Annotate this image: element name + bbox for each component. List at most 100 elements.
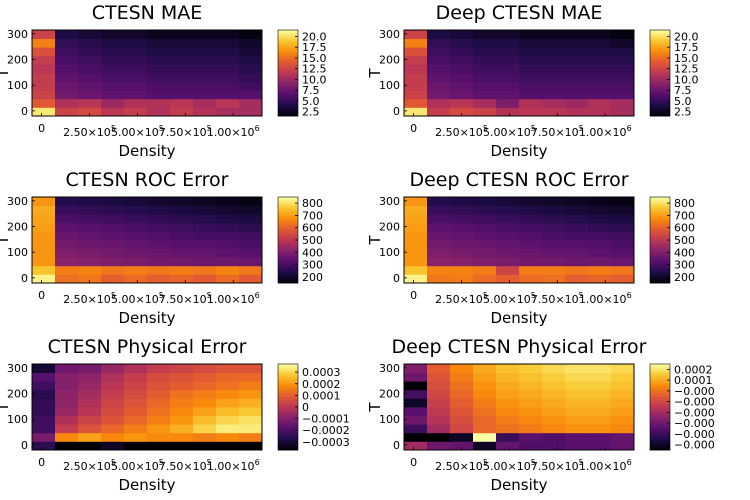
heatmap-cell [565,197,589,206]
heatmap-cell [519,231,543,241]
heatmap-cell [565,364,589,373]
heatmap-cell [588,30,612,39]
heatmap-cell [78,407,102,416]
x-tick-label: 2.50×105 [435,291,488,306]
colorbar-segment [278,80,298,82]
colorbar-tick-label: 600 [674,222,695,235]
heatmap-cell [519,407,543,416]
heatmap-cell [216,274,240,284]
heatmap-cell [101,265,125,275]
colorbar-segment [650,35,670,38]
colorbar-segment [278,386,298,389]
colorbar-tick-label: 20.0 [674,30,699,43]
y-tick-label: 100 [7,413,28,426]
heatmap-cell [170,240,194,249]
colorbar-segment [650,212,670,215]
heatmap-cell [565,64,589,74]
colorbar-frame [277,29,299,117]
colorbar-segment [650,401,670,404]
heatmap-cell [147,38,171,48]
heatmap-cell [32,407,56,416]
colorbar-segment [650,435,670,438]
heatmap-cell [239,398,263,408]
colorbar-segment [650,214,670,217]
heatmap-cell [193,257,217,267]
heatmap-cell [427,248,451,258]
y-tick-label: 100 [7,246,28,259]
colorbar-segment [278,81,298,84]
y-tick-label: 100 [379,413,400,426]
heatmap-cell [519,90,543,100]
colorbar-segment [650,64,670,67]
heatmap-cell [588,73,612,82]
heatmap-cell [404,274,428,284]
heatmap-cell [450,407,474,416]
chart-title: CTESN MAE [92,2,203,24]
heatmap-cell [519,274,543,284]
heatmap-cell [216,240,240,249]
heatmap-cell [147,398,171,408]
colorbar-segment [278,391,298,394]
heatmap-cell [147,407,171,416]
heatmap-cell [55,214,79,224]
heatmap-cell [239,107,263,117]
y-tick-label: 0 [393,272,400,285]
colorbar-segment [278,62,298,65]
colorbar-segment [650,271,670,274]
heatmap-cell [216,64,240,74]
heatmap-cell [565,55,589,65]
colorbar-segment [650,58,670,61]
colorbar-segment [650,439,670,442]
heatmap-cell [239,432,263,442]
heatmap-cell [404,47,428,57]
heatmap-cell [588,38,612,48]
colorbar-segment [650,399,670,402]
heatmap-cell [32,441,56,451]
colorbar-segment [650,448,670,451]
colorbar-segment [650,111,670,114]
colorbar-segment [650,374,670,376]
colorbar-segment [650,95,670,98]
colorbar-segment [278,425,298,428]
colorbar-segment [650,245,670,248]
heatmap-panel-4: Deep CTESN ROC Error 0 2.50×1055.00×1057.5… [366,169,695,327]
heatmap-cell [101,372,125,382]
colorbar-segment [278,228,298,231]
x-tick-label: 1.00×106 [579,291,632,306]
colorbar-segment [278,438,298,441]
heatmap-cell [404,364,428,373]
heatmap-cell [147,222,171,232]
heatmap-cell [239,222,263,232]
heatmap-cell [32,415,56,425]
colorbar-segment [650,62,670,65]
heatmap-cell [124,47,148,57]
heatmap-cell [193,30,217,39]
colorbar-segment [278,240,298,242]
heatmap-cell [473,197,497,206]
heatmap-cell [124,432,148,442]
heatmap-cell [216,205,240,215]
colorbar-segment [650,372,670,375]
colorbar-segment [278,61,298,64]
heatmap-cell [101,38,125,48]
heatmap-cell [193,389,217,399]
heatmap-cell [101,81,125,91]
colorbar-segment [278,392,298,395]
heatmap-cell [239,98,263,108]
heatmap-cell [519,364,543,373]
colorbar-segment [650,272,670,275]
heatmap-cell [496,98,520,108]
heatmap-cell [78,364,102,373]
colorbar-tick-label: 200 [302,271,323,284]
heatmap-cell [496,415,520,425]
heatmap-cell [496,107,520,117]
heatmap-cell [473,47,497,57]
colorbar-segment [278,264,298,267]
heatmap-cell [147,441,171,451]
heatmap-cell [588,98,612,108]
heatmap-cell [55,73,79,82]
heatmap-cell [542,381,566,391]
heatmap-panel-5: CTESN Physical Error 0 2.50×1055.00×1057.5… [0,336,350,494]
heatmap-cell [519,441,543,451]
colorbar-segment [278,87,298,90]
